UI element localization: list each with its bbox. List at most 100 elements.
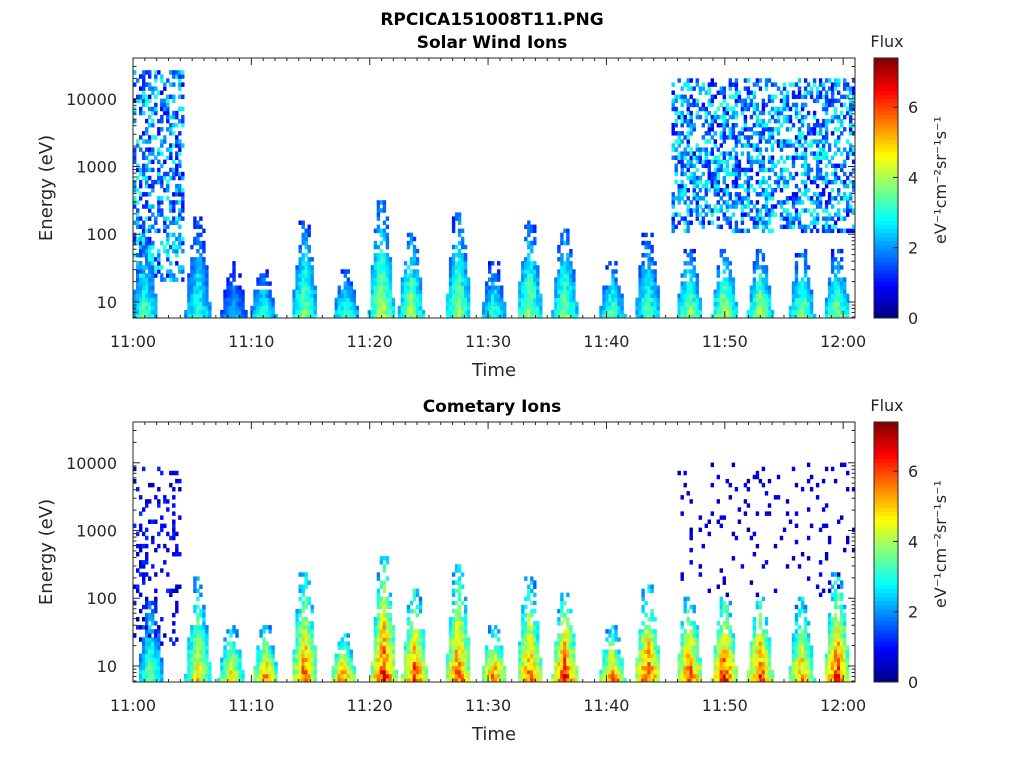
heatmap-cell [686, 293, 690, 299]
heatmap-cell [448, 293, 453, 299]
heatmap-cell [229, 313, 233, 319]
heatmap-cell [271, 677, 275, 683]
heatmap-cell [229, 665, 233, 671]
heatmap-cell [752, 94, 757, 100]
heatmap-cell [824, 179, 829, 185]
heatmap-cell [409, 649, 414, 654]
heatmap-cell [133, 188, 137, 193]
heatmap-cell [460, 653, 465, 659]
heatmap-cell [716, 297, 721, 303]
heatmap-cell [797, 285, 802, 290]
heatmap-cell [695, 147, 700, 152]
heatmap-cell [463, 289, 468, 295]
heatmap-cell [142, 297, 146, 303]
heatmap-cell [307, 621, 311, 626]
heatmap-cell [175, 220, 179, 225]
heatmap-cell [713, 179, 718, 185]
heatmap-cell [840, 297, 844, 303]
heatmap-cell [698, 179, 703, 185]
heatmap-cell [166, 106, 170, 112]
heatmap-cell [821, 86, 826, 91]
heatmap-cell [722, 135, 727, 140]
heatmap-cell [752, 301, 757, 307]
heatmap-cell [764, 86, 769, 91]
heatmap-cell [809, 305, 814, 311]
colorbar-segment [874, 183, 898, 189]
x-tick-label: 11:00 [110, 332, 156, 351]
heatmap-cell [145, 240, 149, 246]
heatmap-cell [145, 503, 149, 508]
heatmap-cell [154, 604, 158, 610]
heatmap-cell [310, 633, 314, 638]
colorbar-segment [874, 118, 898, 124]
heatmap-cell [734, 179, 739, 185]
heatmap-cell [722, 281, 727, 286]
heatmap-cell [749, 175, 754, 181]
heatmap-cell [448, 617, 453, 622]
heatmap-cell [145, 621, 149, 626]
heatmap-cell [833, 220, 838, 225]
heatmap-cell [518, 657, 522, 663]
heatmap-cell [815, 86, 820, 91]
heatmap-cell [840, 228, 844, 234]
heatmap-cell [761, 155, 766, 160]
heatmap-cell [746, 200, 751, 205]
heatmap-cell [187, 669, 191, 675]
heatmap-cell [265, 677, 269, 683]
heatmap-cell [307, 293, 311, 299]
heatmap-cell [412, 273, 417, 278]
heatmap-cell [710, 220, 715, 225]
heatmap-cell [758, 212, 763, 217]
heatmap-cell [806, 285, 811, 290]
heatmap-cell [448, 633, 453, 638]
heatmap-cell [674, 98, 678, 104]
heatmap-cell [641, 301, 645, 307]
heatmap-cell [837, 269, 841, 274]
heatmap-cell [457, 596, 462, 602]
heatmap-cell [560, 240, 564, 246]
heatmap-cell [151, 661, 155, 667]
heatmap-cell [166, 179, 170, 185]
heatmap-cell [151, 519, 155, 524]
heatmap-cell [385, 309, 390, 315]
heatmap-cell [614, 285, 618, 290]
heatmap-cell [686, 297, 690, 303]
heatmap-cell [602, 309, 606, 315]
heatmap-cell [193, 665, 197, 671]
heatmap-cell [830, 131, 835, 136]
heatmap-cell [518, 309, 522, 315]
heatmap-cell [779, 171, 784, 177]
heatmap-cell [148, 228, 152, 234]
heatmap-cell [830, 281, 835, 286]
heatmap-cell [385, 617, 390, 622]
heatmap-cell [457, 588, 462, 594]
heatmap-cell [731, 131, 736, 136]
heatmap-cell [764, 179, 769, 185]
heatmap-cell [145, 281, 149, 286]
heatmap-cell [569, 309, 573, 315]
heatmap-cell [611, 301, 615, 307]
heatmap-cell [403, 297, 408, 303]
heatmap-cell [151, 649, 155, 654]
heatmap-cell [716, 167, 721, 173]
heatmap-cell [454, 629, 459, 634]
heatmap-cell [554, 305, 558, 311]
heatmap-cell [154, 94, 158, 100]
heatmap-cell [310, 625, 314, 630]
heatmap-cell [238, 669, 242, 675]
heatmap-cell [752, 293, 757, 299]
heatmap-cell [142, 110, 146, 116]
heatmap-cell [614, 261, 618, 266]
colorbar-segment [874, 200, 898, 205]
heatmap-cell [539, 309, 543, 315]
heatmap-cell [388, 273, 393, 278]
heatmap-cell [533, 301, 537, 307]
heatmap-cell [160, 196, 164, 201]
heatmap-cell [830, 179, 835, 185]
heatmap-cell [683, 200, 687, 205]
heatmap-cell [755, 297, 760, 303]
heatmap-cell [199, 301, 203, 307]
heatmap-cell [731, 163, 736, 169]
heatmap-cell [172, 175, 176, 181]
heatmap-cell [382, 669, 387, 675]
